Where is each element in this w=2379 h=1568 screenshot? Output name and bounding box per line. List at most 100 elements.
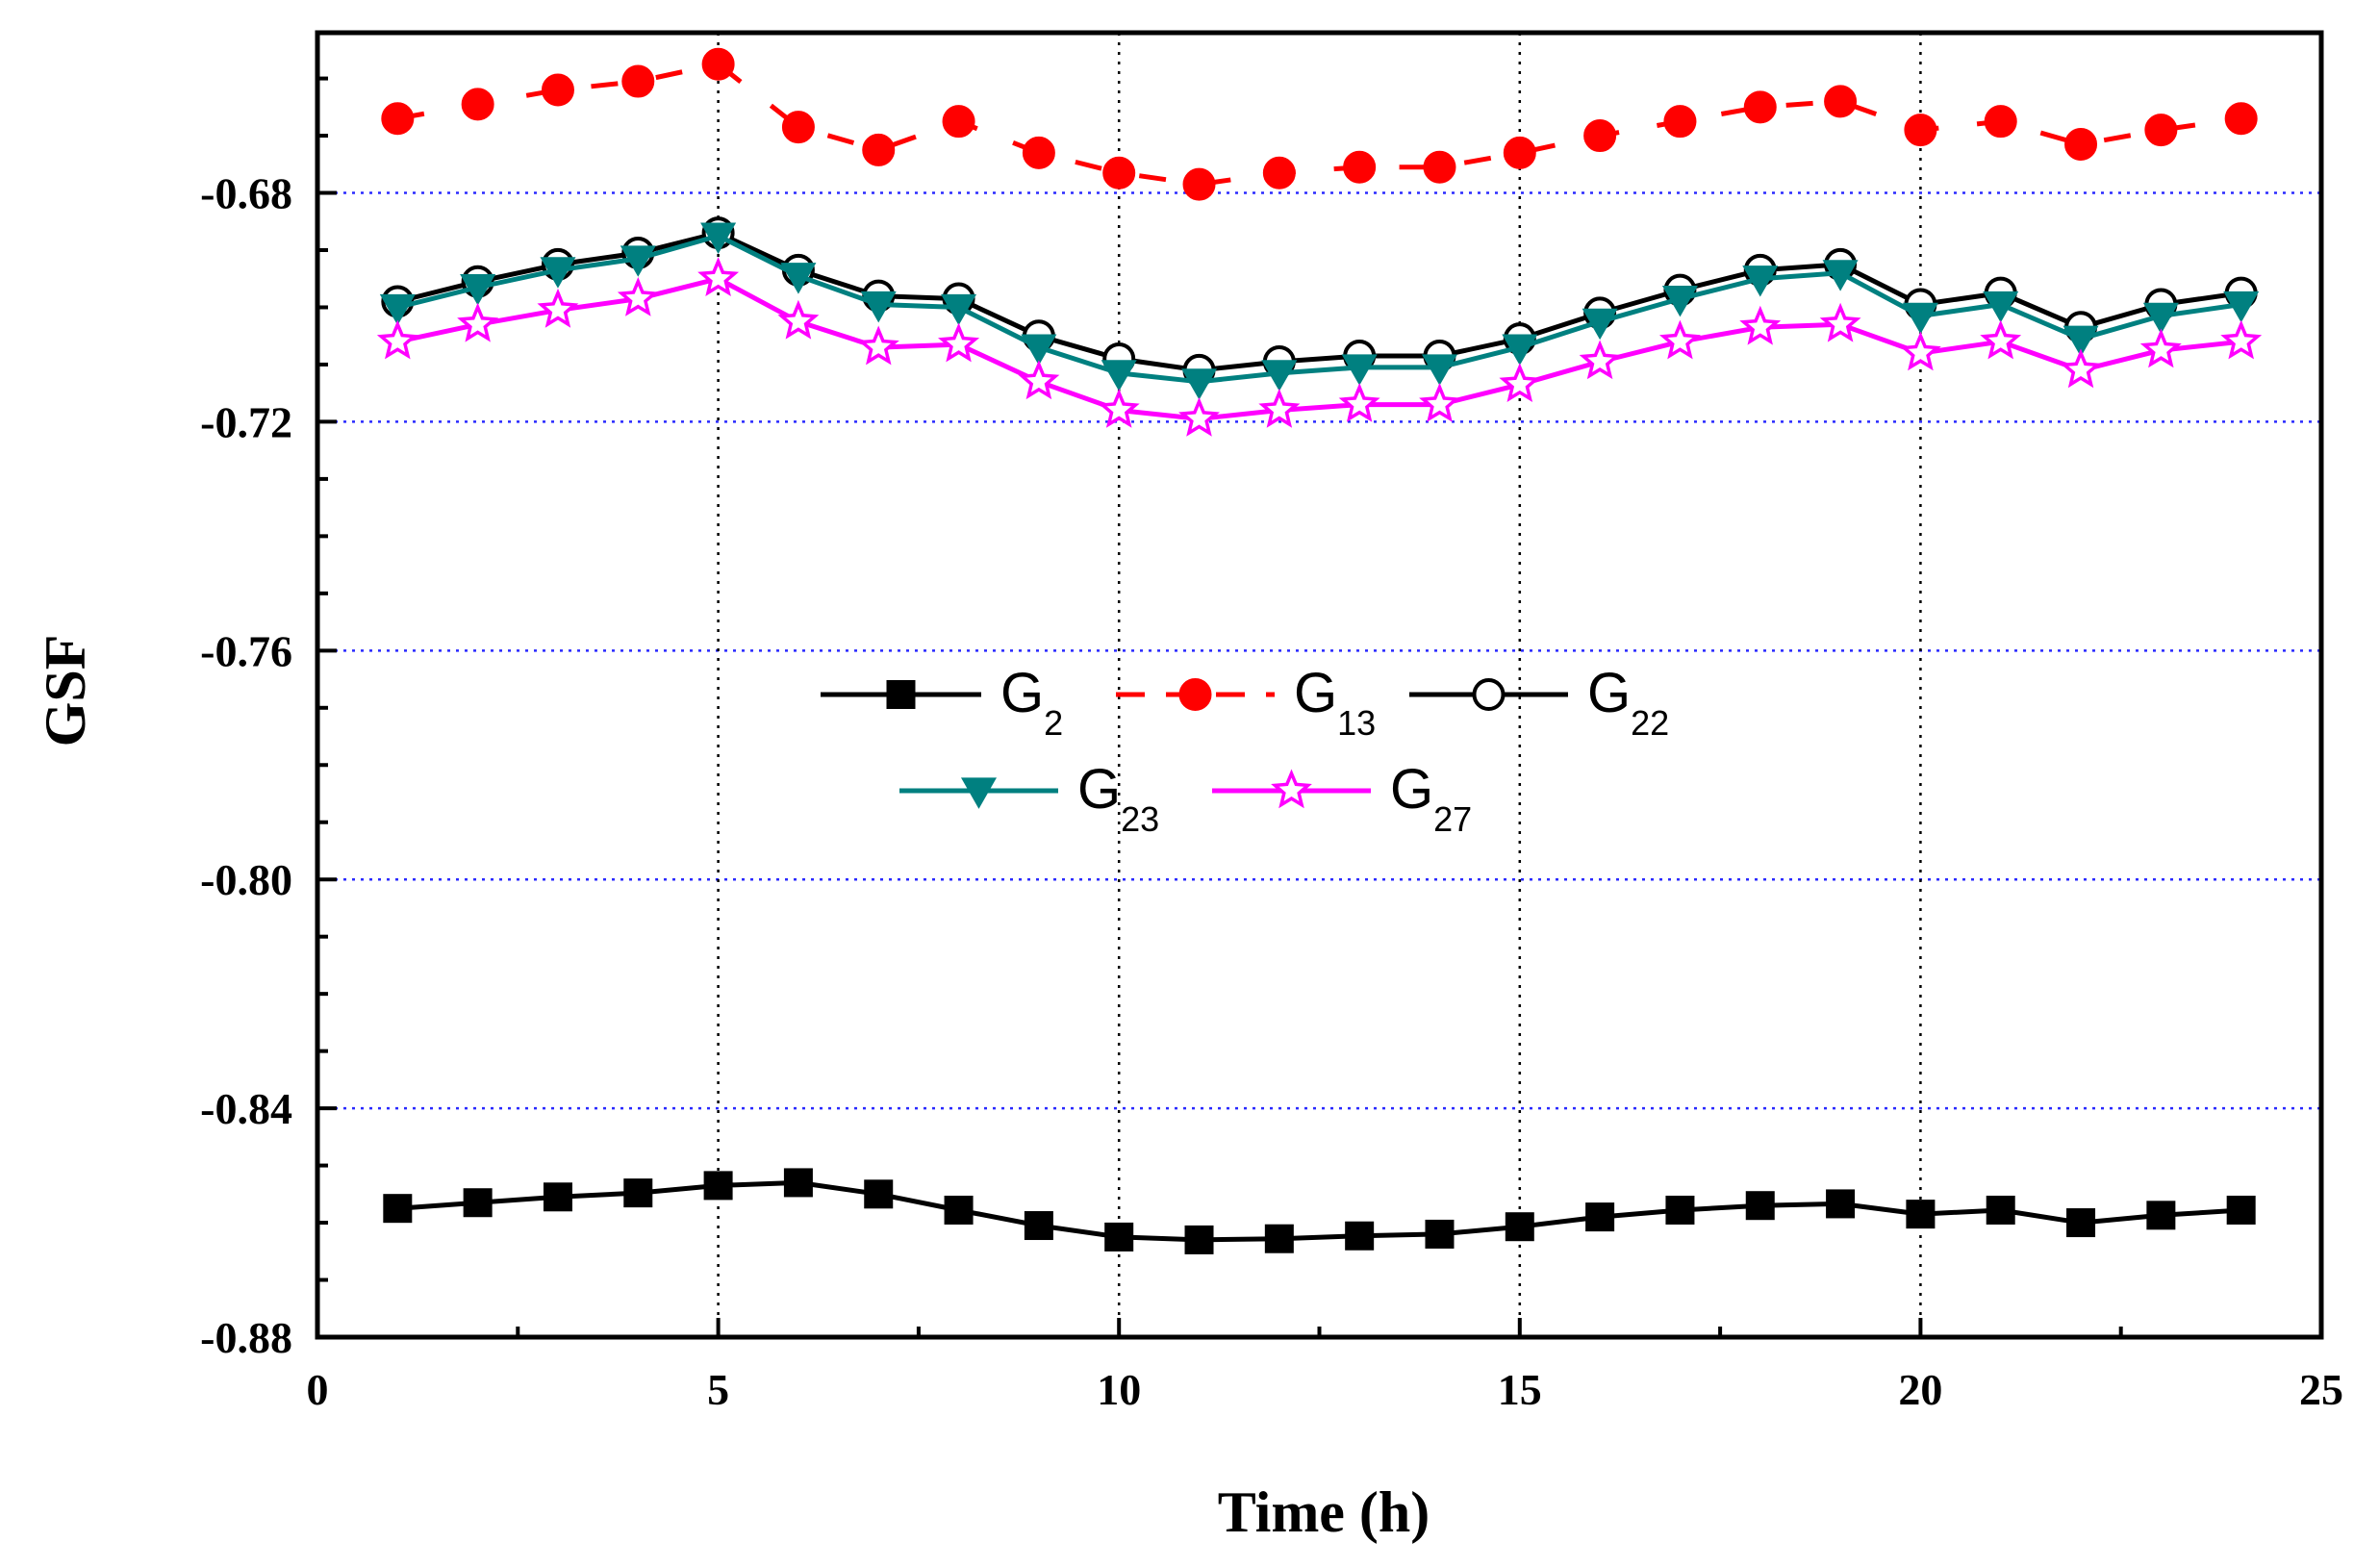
data-point-G23: [1822, 260, 1859, 291]
data-point-G2: [1345, 1221, 1375, 1251]
data-point-G13: [1583, 119, 1617, 153]
data-point-G2: [1184, 1225, 1214, 1254]
data-point-G23: [379, 293, 416, 326]
legend-marker: [886, 680, 916, 709]
data-point-G13: [1503, 136, 1536, 169]
data-point-G23: [1661, 285, 1698, 317]
data-point-G2: [1986, 1195, 2015, 1225]
data-point-G23: [1021, 334, 1057, 366]
legend-item-G22: G22: [1409, 662, 1669, 743]
data-point-G23: [1180, 368, 1218, 400]
data-point-G13: [1423, 150, 1456, 184]
data-point-G23: [1502, 334, 1538, 366]
x-tick-label: 10: [1097, 1365, 1141, 1414]
series-line-G13: [396, 62, 2242, 188]
data-point-G2: [703, 1171, 733, 1201]
series-G23: [379, 222, 2260, 400]
data-point-G13: [621, 64, 655, 98]
x-tick-label: 15: [1498, 1365, 1542, 1414]
data-point-G13: [701, 47, 735, 81]
data-point-G27: [1338, 383, 1380, 422]
data-point-G2: [1906, 1200, 1936, 1229]
data-point-G2: [543, 1182, 572, 1212]
data-point-G27: [697, 257, 740, 297]
data-point-G27: [1178, 396, 1220, 437]
data-point-G27: [1018, 360, 1060, 400]
data-point-G13: [1022, 136, 1055, 169]
data-point-G13: [942, 105, 975, 139]
data-point-G2: [864, 1179, 894, 1209]
data-point-G27: [1899, 331, 1941, 371]
data-point-G13: [1102, 156, 1136, 190]
data-point-G13: [1824, 85, 1858, 118]
series-layer: [376, 47, 2263, 1254]
data-point-G27: [1739, 305, 1782, 345]
data-point-G27: [457, 302, 499, 342]
data-point-G23: [2142, 302, 2179, 335]
data-point-G2: [1585, 1202, 1615, 1232]
x-tick-label: 0: [307, 1365, 329, 1414]
data-point-G27: [2139, 328, 2182, 368]
data-point-G27: [1658, 319, 1701, 360]
y-tick-label: -0.80: [200, 855, 292, 904]
data-point-G2: [1505, 1212, 1534, 1242]
legend-item-G23: G23: [899, 758, 1159, 839]
legend-label-subscript: 2: [1044, 703, 1063, 743]
data-point-G2: [1745, 1191, 1775, 1221]
data-point-G23: [460, 274, 496, 306]
data-point-G23: [2223, 291, 2260, 323]
data-point-G2: [1024, 1211, 1053, 1241]
data-point-G2: [623, 1178, 653, 1208]
series-G27: [376, 257, 2263, 437]
data-point-G23: [860, 291, 897, 323]
series-G2: [383, 1168, 2256, 1254]
data-point-G2: [944, 1195, 974, 1225]
data-point-G13: [2144, 114, 2178, 147]
series-line-G23: [396, 233, 2242, 385]
data-point-G13: [862, 133, 896, 166]
legend-label: G27: [1390, 758, 1472, 839]
data-point-G13: [541, 73, 574, 107]
data-point-G23: [2063, 325, 2099, 357]
data-point-G27: [1980, 319, 2022, 360]
data-point-G23: [700, 222, 737, 254]
data-point-G27: [1579, 340, 1621, 380]
data-point-G13: [1262, 156, 1296, 190]
data-point-G27: [1499, 363, 1541, 402]
series-line-G2: [397, 1179, 2241, 1243]
y-tick-label: -0.72: [200, 397, 292, 446]
data-point-G2: [1264, 1224, 1294, 1253]
legend-marker: [1178, 678, 1212, 711]
y-tick-label: -0.68: [200, 169, 292, 218]
legend-marker: [1472, 678, 1506, 711]
data-point-G27: [938, 322, 980, 363]
data-point-G13: [1182, 167, 1216, 201]
data-point-G27: [857, 325, 899, 366]
data-point-G2: [1425, 1219, 1455, 1249]
data-point-G2: [383, 1194, 413, 1224]
data-point-G13: [1984, 105, 2017, 139]
data-point-G27: [1819, 302, 1861, 342]
series-line-G22: [396, 230, 2242, 373]
y-tick-label: -0.84: [200, 1084, 292, 1133]
data-point-G2: [783, 1168, 813, 1198]
data-point-G13: [1743, 90, 1777, 124]
legend-label: G23: [1077, 758, 1159, 839]
data-point-G27: [2220, 319, 2263, 360]
grid-layer: [317, 33, 2321, 1337]
data-point-G23: [1101, 360, 1137, 392]
y-tick-label: -0.88: [200, 1313, 292, 1362]
data-point-G13: [1343, 150, 1377, 184]
data-point-G27: [1098, 388, 1140, 428]
legend-label-subscript: 22: [1631, 703, 1669, 743]
data-point-G27: [376, 319, 418, 360]
axes-layer: 0 5 10 15 20 25 -0.88 -0.84 -0.80 -0.76 -0.72 -0.68: [200, 30, 2343, 1414]
data-point-G23: [1261, 360, 1298, 392]
legend-label: G22: [1587, 662, 1669, 743]
legend-item-G2: G2: [821, 662, 1063, 743]
data-point-G13: [2064, 127, 2098, 161]
legend-label: G13: [1294, 662, 1376, 743]
data-point-G13: [461, 88, 494, 121]
data-point-G27: [2060, 348, 2102, 389]
data-point-G23: [1341, 354, 1378, 386]
